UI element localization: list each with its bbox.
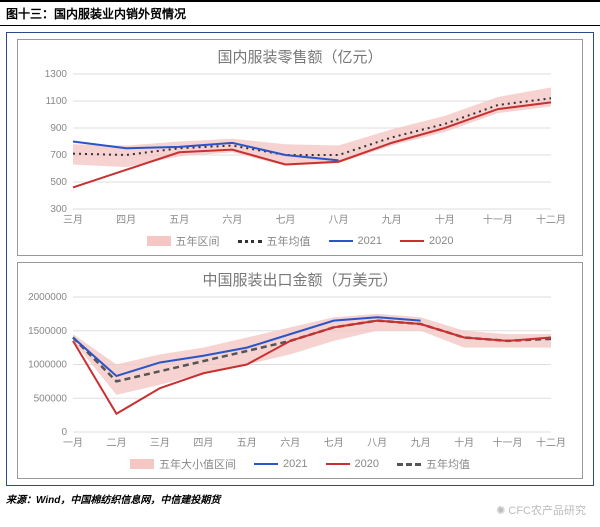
svg-text:十二月: 十二月 — [536, 213, 566, 226]
svg-text:0: 0 — [61, 427, 67, 438]
legend-item: 五年均值 — [238, 233, 311, 249]
legend-label: 五年均值 — [426, 456, 470, 472]
legend-swatch — [400, 240, 424, 242]
svg-text:四月: 四月 — [193, 437, 213, 449]
legend-swatch — [130, 459, 154, 469]
legend-item: 2020 — [400, 235, 453, 247]
svg-text:十二月: 十二月 — [536, 436, 566, 449]
svg-text:十一月: 十一月 — [493, 436, 523, 449]
svg-text:八月: 八月 — [329, 214, 349, 226]
legend-label: 五年区间 — [176, 233, 220, 249]
svg-text:三月: 三月 — [63, 214, 83, 226]
legend-item: 2021 — [254, 458, 307, 470]
legend-swatch — [326, 463, 350, 465]
svg-text:700: 700 — [50, 150, 67, 161]
svg-text:八月: 八月 — [367, 437, 387, 449]
svg-text:六月: 六月 — [280, 437, 300, 449]
legend-item: 2021 — [329, 235, 382, 247]
svg-text:1000000: 1000000 — [28, 360, 67, 371]
legend-swatch — [397, 463, 421, 466]
svg-text:二月: 二月 — [106, 437, 126, 449]
chart-export-value: 中国服装出口金额（万美元） 0 500000 1000000 1500000 20000… — [17, 262, 583, 479]
legend-item: 五年均值 — [397, 456, 470, 472]
svg-text:900: 900 — [50, 123, 67, 134]
svg-text:1100: 1100 — [45, 96, 67, 107]
svg-text:一月: 一月 — [63, 437, 83, 449]
legend-label: 五年均值 — [267, 233, 311, 249]
chart2-svg: 0 500000 1000000 1500000 2000000 一月 二月 三月 四月 五月 六月… — [18, 292, 566, 452]
legend-item: 五年大小值区间 — [130, 456, 236, 472]
svg-text:十月: 十月 — [454, 436, 474, 449]
svg-text:三月: 三月 — [150, 437, 170, 449]
svg-text:十月: 十月 — [435, 213, 455, 226]
svg-text:1500000: 1500000 — [28, 326, 67, 337]
legend-swatch — [329, 240, 353, 242]
svg-text:五月: 五月 — [169, 214, 189, 226]
svg-text:500: 500 — [50, 177, 67, 188]
chart1-svg: 300 500 700 900 1100 1300 三月 四月 五月 六月 七月 八月 九月 十月 十一月 十… — [18, 69, 566, 229]
legend-label: 2021 — [283, 458, 307, 470]
svg-text:九月: 九月 — [382, 214, 402, 226]
svg-text:300: 300 — [50, 204, 67, 215]
legend-item: 2020 — [326, 458, 379, 470]
svg-text:九月: 九月 — [411, 437, 431, 449]
svg-text:六月: 六月 — [222, 214, 242, 226]
legend-swatch — [254, 463, 278, 465]
chart1-legend: 五年区间 五年均值 2021 2020 — [18, 229, 582, 255]
chart2-legend: 五年大小值区间 2021 2020 五年均值 — [18, 452, 582, 478]
svg-text:五月: 五月 — [237, 437, 257, 449]
legend-label: 2020 — [429, 235, 453, 247]
svg-text:1300: 1300 — [45, 69, 68, 80]
legend-label: 2021 — [358, 235, 382, 247]
chart-domestic-retail: 国内服装零售额（亿元） 300 500 700 900 1100 1300 三月 四月 五月 六月… — [17, 39, 583, 256]
svg-text:七月: 七月 — [324, 437, 344, 449]
figure-header: 图十三：国内服装业内销外贸情况 — [0, 0, 600, 26]
legend-label: 2020 — [355, 458, 379, 470]
legend-swatch — [147, 236, 171, 246]
chart1-title: 国内服装零售额（亿元） — [18, 40, 582, 69]
legend-item: 五年区间 — [147, 233, 220, 249]
chart2-title: 中国服装出口金额（万美元） — [18, 263, 582, 292]
svg-text:500000: 500000 — [34, 393, 68, 404]
svg-text:七月: 七月 — [275, 214, 295, 226]
watermark-tag: ✺ CFC农产品研究 — [492, 501, 590, 519]
charts-container: 国内服装零售额（亿元） 30050070090011001300三月四月五月六月… — [6, 32, 594, 486]
svg-text:四月: 四月 — [116, 214, 136, 226]
legend-label: 五年大小值区间 — [159, 456, 236, 472]
svg-text:十一月: 十一月 — [483, 213, 513, 226]
svg-text:2000000: 2000000 — [28, 292, 67, 303]
legend-swatch — [238, 240, 262, 243]
